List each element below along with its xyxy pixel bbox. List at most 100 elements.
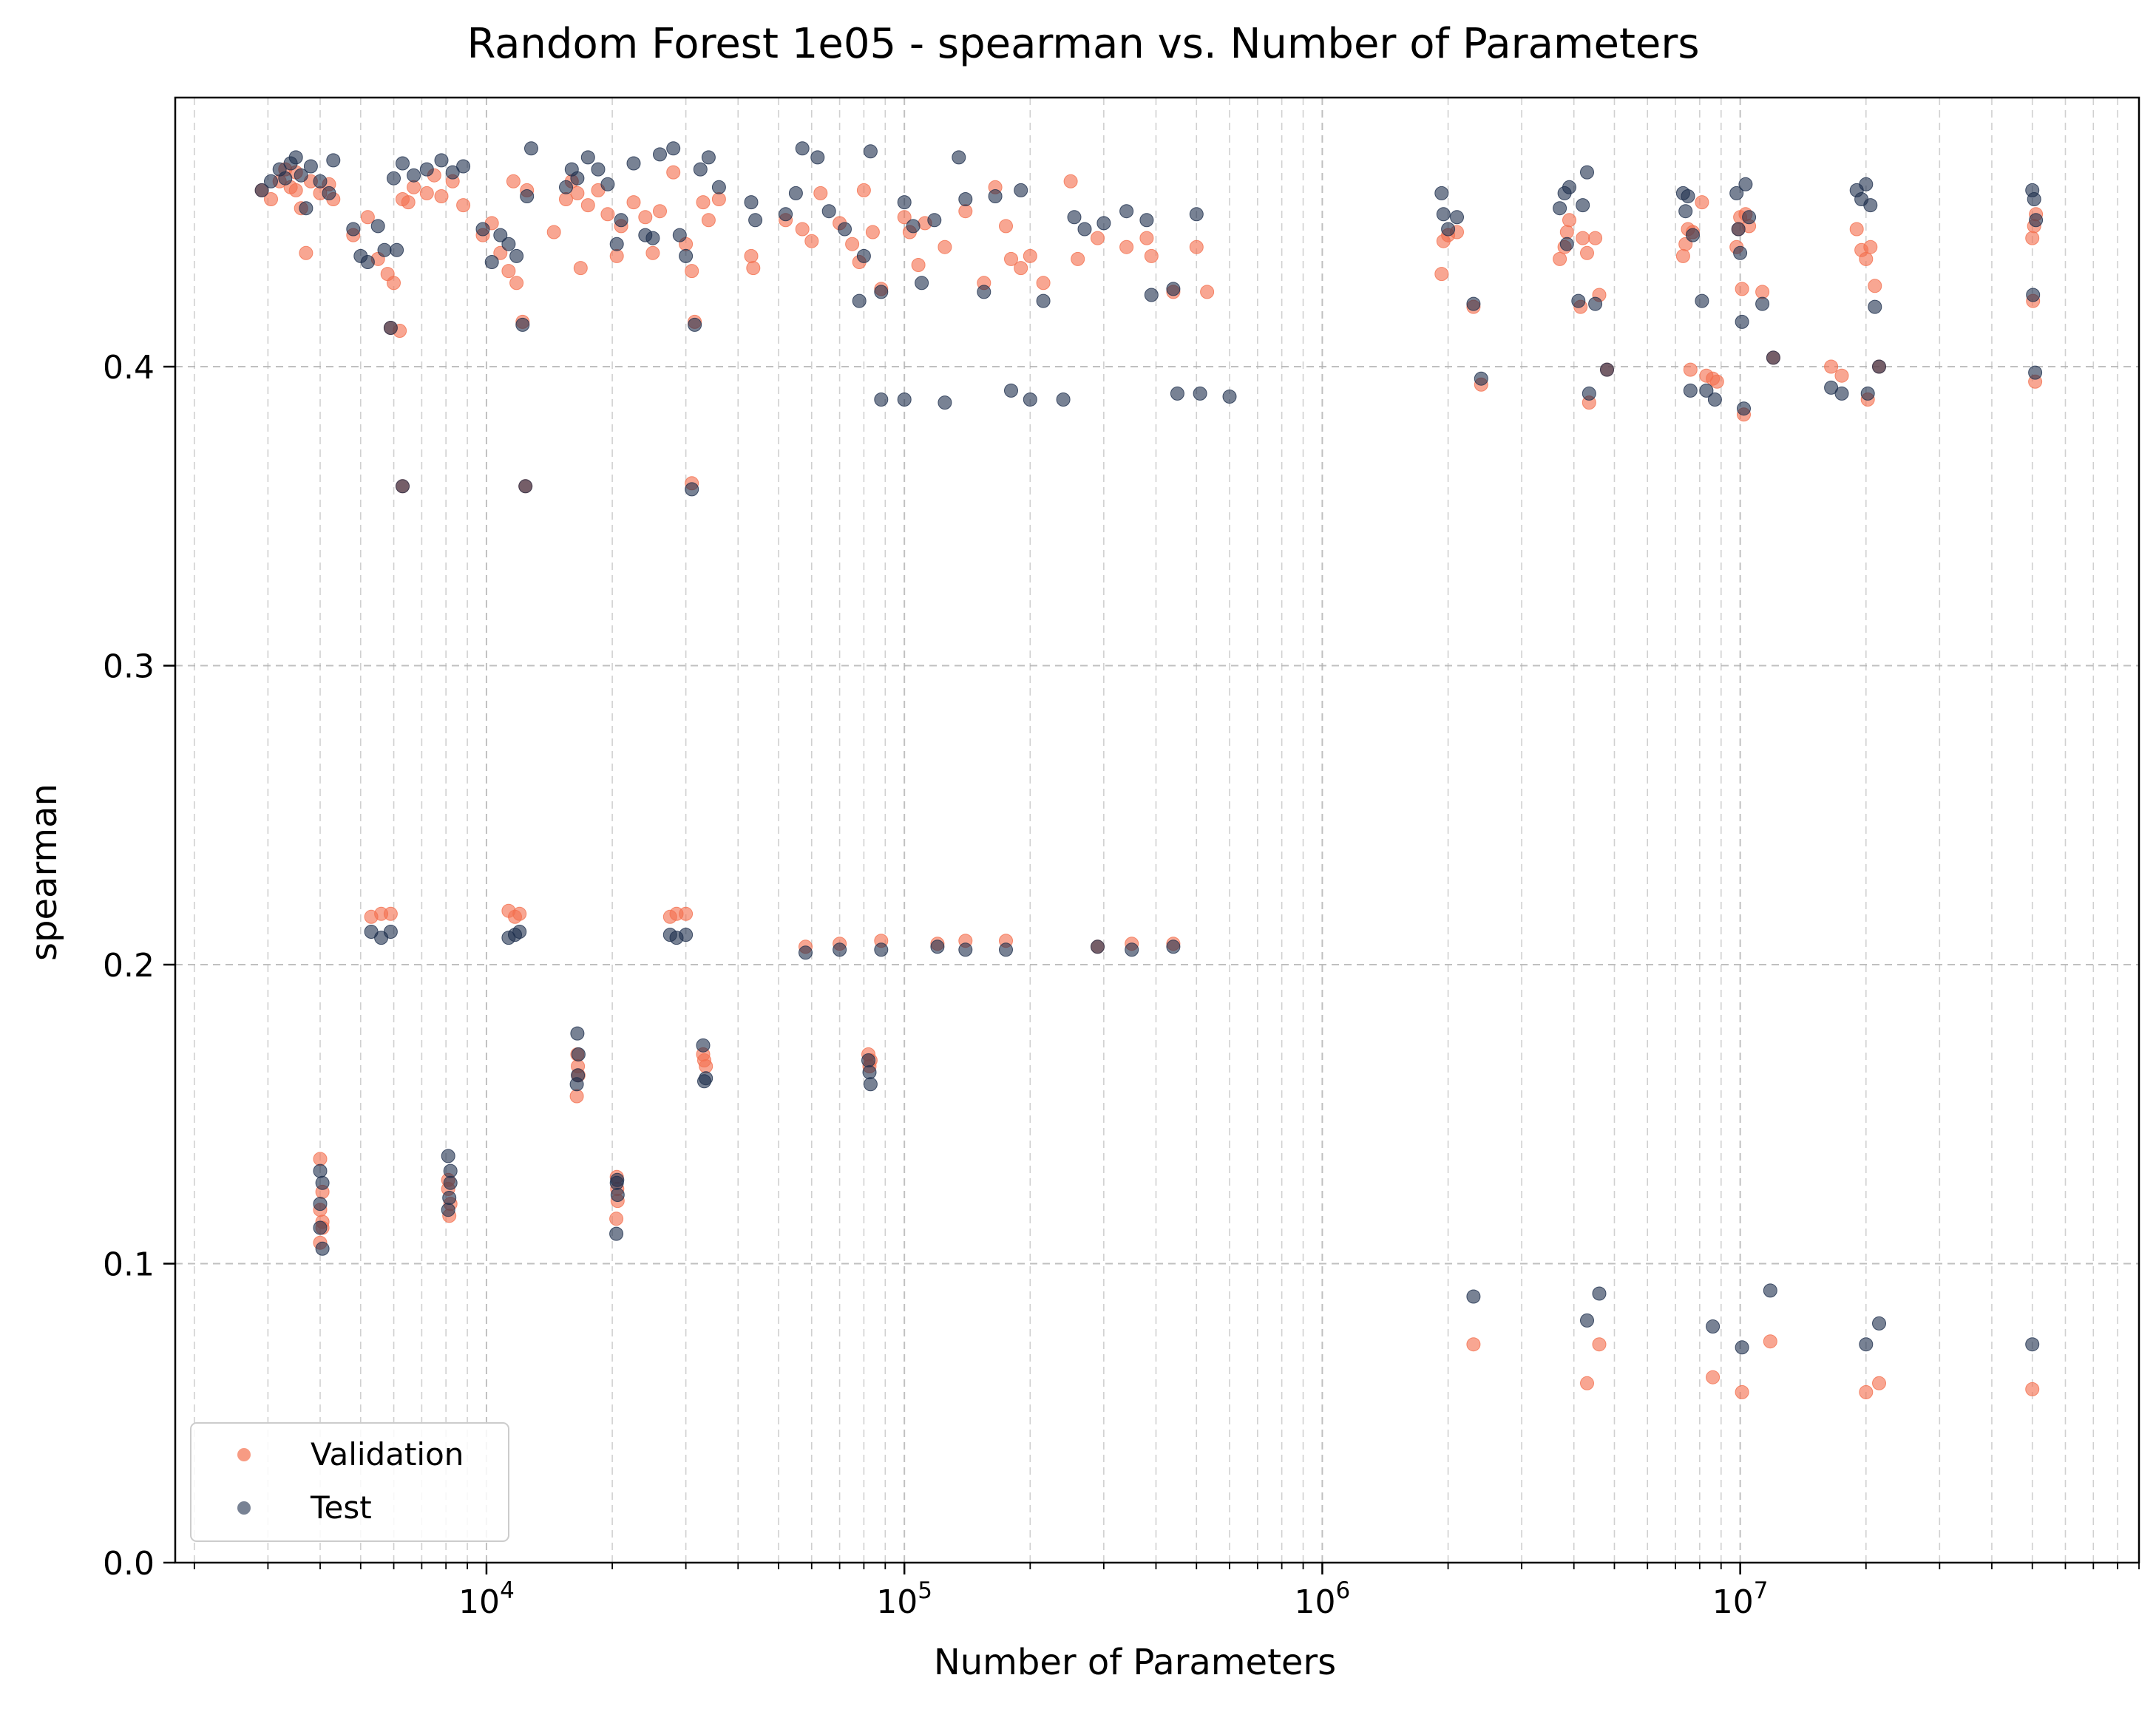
- data-point: [493, 228, 508, 242]
- data-point: [501, 237, 516, 251]
- data-point: [1436, 207, 1451, 222]
- data-point: [1580, 1313, 1594, 1328]
- legend-label-validation: Validation: [311, 1436, 464, 1472]
- data-point: [938, 395, 952, 410]
- data-point: [434, 153, 449, 168]
- data-point: [1678, 204, 1693, 219]
- data-point: [546, 225, 561, 239]
- data-point: [1562, 180, 1576, 194]
- data-point: [821, 204, 836, 219]
- data-point: [1434, 186, 1449, 200]
- data-point: [609, 1226, 624, 1241]
- data-point: [1119, 204, 1134, 219]
- data-point: [1571, 293, 1586, 308]
- x-axis-label: Number of Parameters: [934, 1642, 1336, 1683]
- data-point: [591, 162, 606, 177]
- data-point: [999, 219, 1013, 234]
- data-point: [744, 195, 759, 210]
- data-point: [1707, 393, 1722, 407]
- data-point: [906, 219, 921, 234]
- data-point: [390, 242, 404, 257]
- data-point: [1466, 296, 1481, 311]
- data-point: [1023, 393, 1037, 407]
- data-point: [679, 248, 694, 263]
- data-point: [1474, 371, 1488, 386]
- data-point: [1735, 1340, 1749, 1355]
- data-point: [1004, 251, 1018, 266]
- data-point: [1222, 390, 1237, 404]
- data-point: [1731, 222, 1746, 237]
- data-point: [445, 165, 460, 180]
- data-point: [697, 1074, 711, 1089]
- data-point: [518, 479, 533, 494]
- x-tick-label: 106: [1295, 1577, 1351, 1621]
- data-point: [645, 231, 660, 245]
- data-point: [1553, 251, 1567, 266]
- data-point: [874, 285, 889, 299]
- data-point: [697, 1053, 711, 1067]
- data-point: [838, 222, 852, 237]
- data-point: [1553, 201, 1567, 216]
- data-point: [614, 213, 628, 228]
- data-point: [1063, 174, 1078, 188]
- data-point: [520, 189, 535, 203]
- data-point: [952, 150, 966, 165]
- data-point: [1077, 222, 1092, 237]
- data-point: [609, 1212, 624, 1226]
- data-point: [804, 234, 819, 248]
- data-point: [845, 237, 860, 251]
- data-point: [666, 141, 681, 156]
- data-point: [1863, 239, 1878, 254]
- data-point: [580, 150, 595, 165]
- data-point: [1144, 288, 1159, 302]
- data-point: [1576, 198, 1590, 213]
- data-point: [571, 1047, 586, 1061]
- data-point: [810, 150, 825, 165]
- data-point: [1466, 1337, 1481, 1352]
- data-point: [1834, 386, 1849, 401]
- data-point: [512, 925, 527, 939]
- data-point: [813, 186, 828, 200]
- data-point: [443, 1175, 458, 1190]
- data-point: [679, 906, 694, 921]
- data-point: [315, 1241, 330, 1256]
- series-test: [254, 141, 2044, 1355]
- data-point: [1466, 1289, 1481, 1304]
- data-point: [1868, 299, 1882, 314]
- data-point: [666, 165, 681, 180]
- data-point: [501, 264, 516, 279]
- data-point: [1872, 1376, 1886, 1390]
- data-point: [897, 393, 912, 407]
- data-point: [441, 1149, 455, 1163]
- data-point: [1860, 386, 1875, 401]
- data-point: [254, 183, 269, 197]
- data-point: [1189, 207, 1204, 222]
- data-point: [1450, 210, 1464, 225]
- chart-title: Random Forest 1e05 - spearman vs. Number…: [467, 20, 1699, 68]
- data-point: [383, 906, 398, 921]
- x-tick-label: 104: [458, 1577, 515, 1621]
- data-point: [693, 162, 708, 177]
- data-point: [1681, 189, 1695, 203]
- data-point: [795, 222, 810, 237]
- data-point: [360, 210, 375, 225]
- data-point: [396, 156, 410, 171]
- data-point: [1036, 276, 1051, 291]
- data-point: [672, 228, 687, 242]
- x-tick-label: 107: [1712, 1577, 1769, 1621]
- data-point: [1576, 231, 1590, 245]
- data-point: [609, 248, 624, 263]
- data-point: [1170, 386, 1184, 401]
- data-point: [610, 1188, 625, 1202]
- data-point: [313, 1163, 328, 1178]
- data-point: [1004, 383, 1018, 398]
- data-point: [1166, 282, 1181, 296]
- data-point: [1735, 1384, 1749, 1399]
- plot-frame: [174, 96, 2140, 1564]
- data-point: [407, 168, 421, 183]
- data-point: [779, 207, 793, 222]
- data-point: [2028, 365, 2043, 380]
- data-point: [1014, 183, 1028, 197]
